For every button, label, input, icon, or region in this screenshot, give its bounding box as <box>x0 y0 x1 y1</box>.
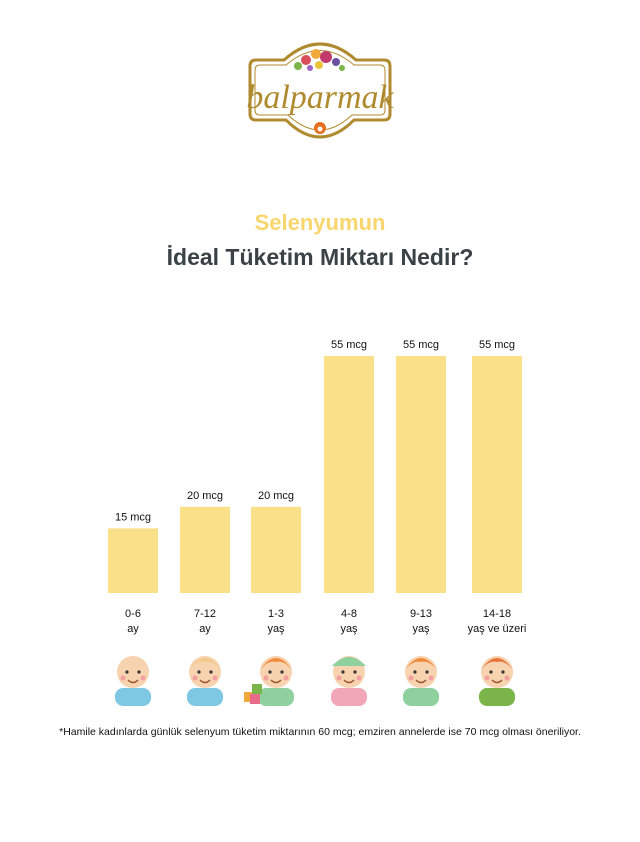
data-label-1: 20 mcg <box>187 490 223 502</box>
category-label-1-line2: ay <box>199 623 211 635</box>
bar-2 <box>251 506 301 593</box>
category-label-2-line2: yaş <box>267 623 285 635</box>
data-label-2: 20 mcg <box>258 490 294 502</box>
title-line-1: Selenyumun <box>254 210 386 235</box>
category-label-0-line2: ay <box>127 623 139 635</box>
bar-0 <box>108 528 158 593</box>
baby-lying-icon <box>115 656 151 706</box>
data-label-3: 55 mcg <box>331 339 367 351</box>
data-label-0: 15 mcg <box>115 511 151 523</box>
flower-bouquet-icon <box>294 49 345 71</box>
data-label-5: 55 mcg <box>479 339 515 351</box>
baby-crawling-icon <box>187 656 223 706</box>
category-label-0-line1: 0-6 <box>125 608 141 620</box>
category-label-3-line1: 4-8 <box>341 608 357 620</box>
toddler-with-blocks-icon <box>244 656 294 706</box>
boy-icon <box>403 656 439 706</box>
selenium-bar-chart: 15 mcg 0-6 ay 20 mcg 7-12 ay 20 mcg 1-3 yaş 55 mc… <box>108 339 527 706</box>
child-with-hat-icon <box>331 656 367 706</box>
balparmak-logo: balparmak <box>246 42 395 139</box>
data-label-4: 55 mcg <box>403 339 439 351</box>
category-label-4-line2: yaş <box>412 623 430 635</box>
bar-1 <box>180 506 230 593</box>
category-label-4-line1: 9-13 <box>410 608 432 620</box>
category-label-5-line2: yaş ve üzeri <box>468 623 527 635</box>
title-line-2: İdeal Tüketim Miktarı Nedir? <box>166 244 474 270</box>
category-label-5-line1: 14-18 <box>483 608 511 620</box>
teen-icon <box>479 656 515 706</box>
bar-3 <box>324 356 374 593</box>
bar-5 <box>472 356 522 593</box>
bar-4 <box>396 356 446 593</box>
logo-wordmark: balparmak <box>246 79 394 116</box>
category-label-3-line2: yaş <box>340 623 358 635</box>
category-label-2-line1: 1-3 <box>268 608 284 620</box>
category-label-1-line1: 7-12 <box>194 608 216 620</box>
footnote: *Hamile kadınlarda günlük selenyum tüket… <box>59 726 581 738</box>
